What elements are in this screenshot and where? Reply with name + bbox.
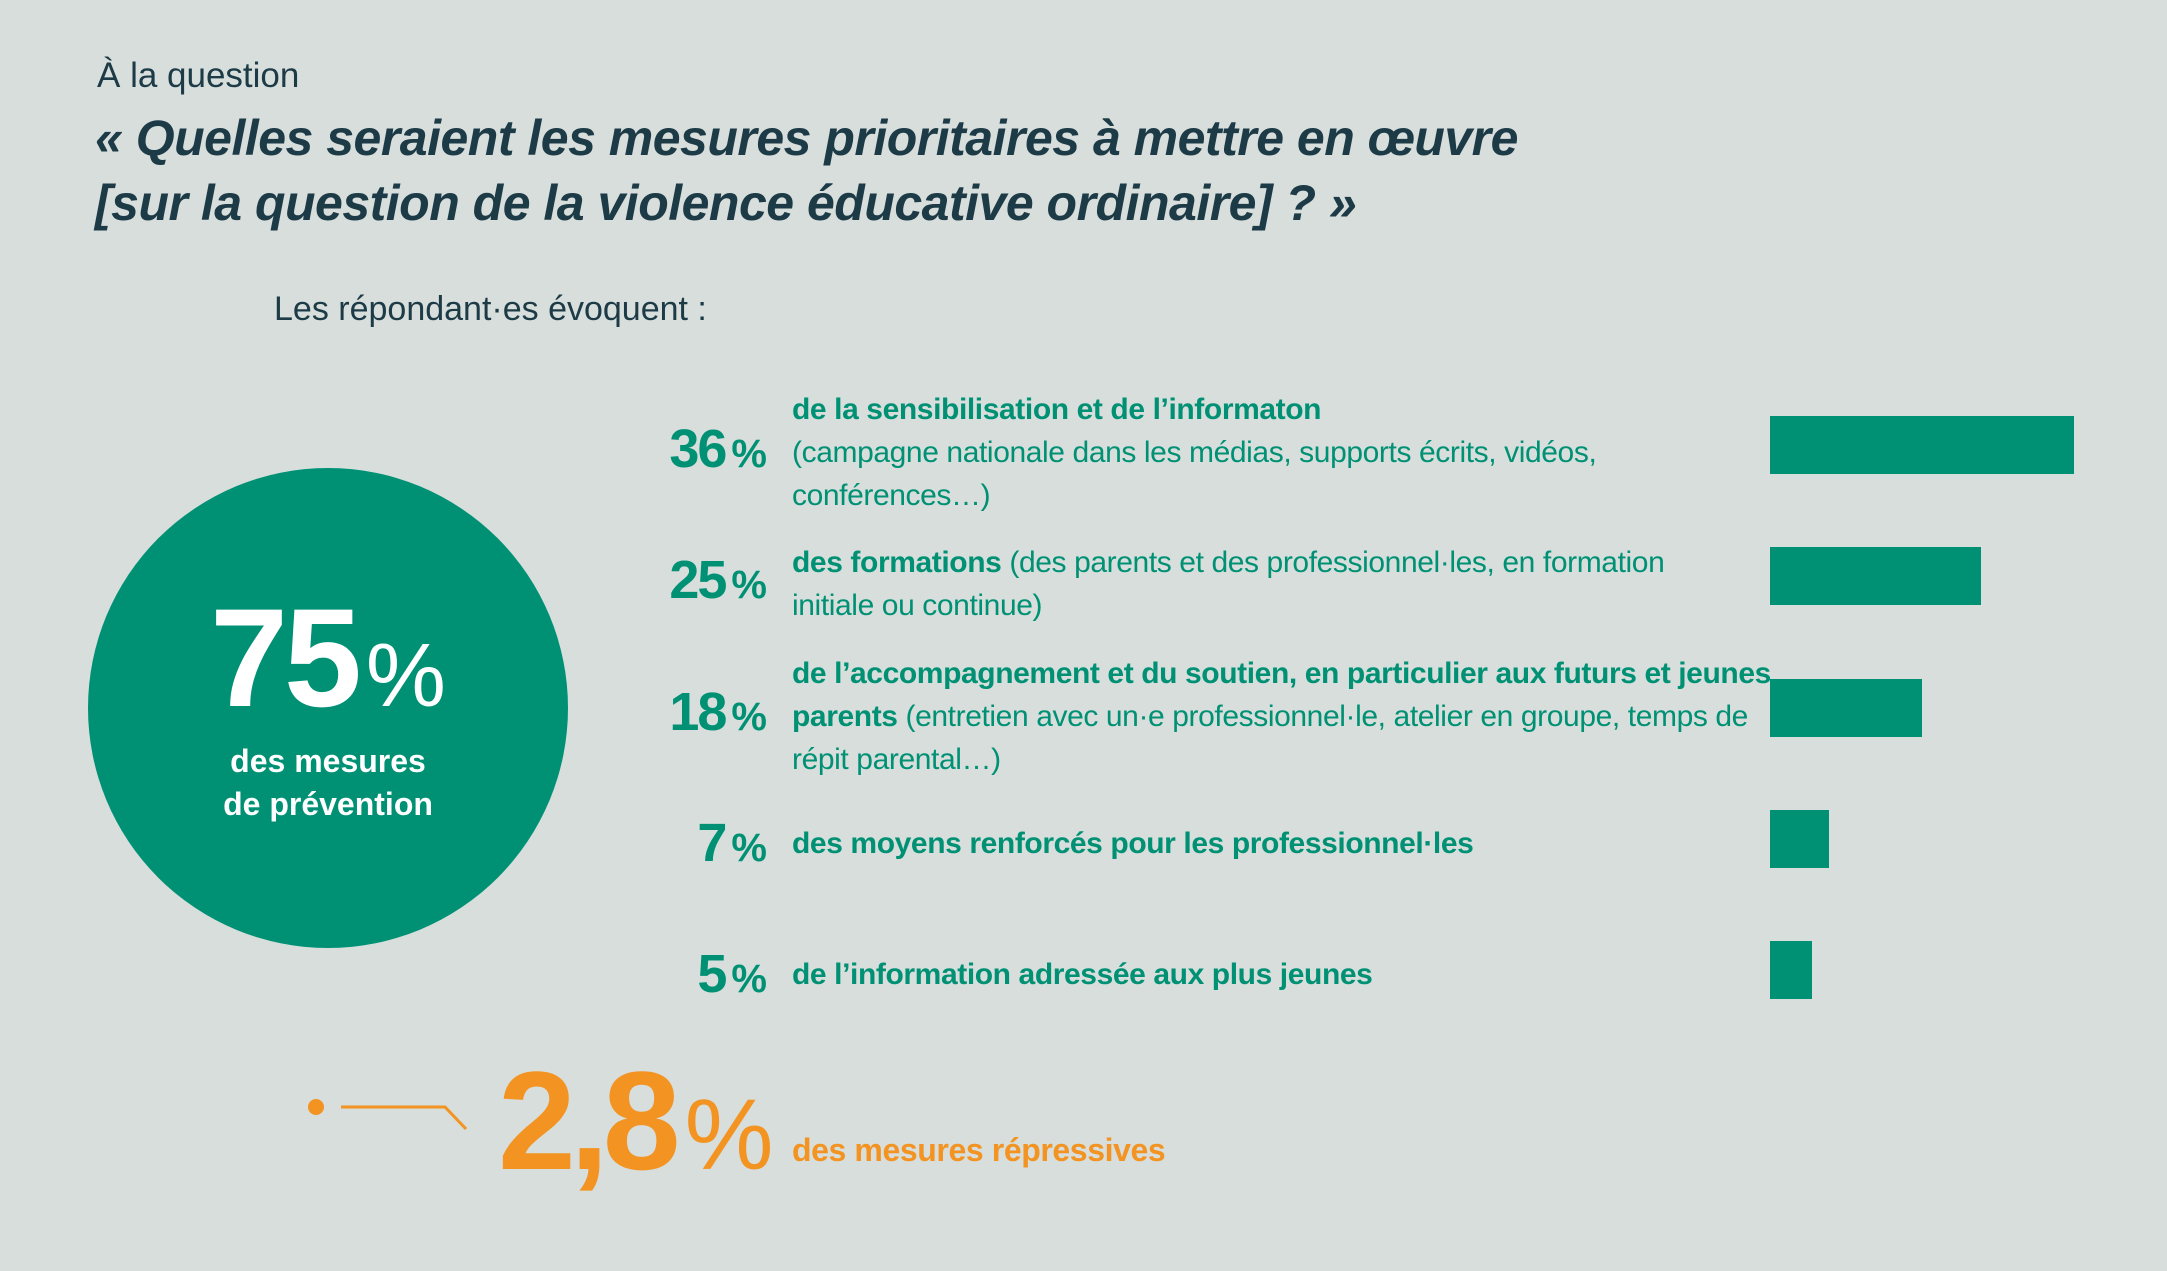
respondents-subtitle: Les répondant·es évoquent : [274, 290, 707, 328]
bar-36 [1770, 416, 2074, 474]
repressive-number: 2,8 [498, 1042, 681, 1199]
percent-unit: % [731, 826, 767, 870]
percent-label: 5% [607, 943, 767, 1005]
measure-title: des formations [792, 546, 1002, 579]
bar-5 [1770, 941, 1813, 999]
prevention-number: 75 [210, 579, 362, 736]
prevention-label-2: de prévention [223, 786, 433, 822]
repressive-unit: % [684, 1079, 774, 1191]
measure-detail: (entretien avec un·e professionnel·le, a… [792, 700, 1748, 776]
connector-path [341, 1105, 468, 1131]
measure-text: de l’information adressée aux plus jeune… [792, 953, 1752, 996]
percent-unit: % [731, 957, 767, 1001]
measure-detail: (campagne nationale dans les médias, sup… [792, 436, 1597, 512]
prevention-unit: % [365, 626, 446, 726]
percent-number: 5 [697, 944, 727, 1004]
bar-25 [1770, 547, 1982, 605]
percent-label: 25% [607, 549, 767, 611]
question-title: « Quelles seraient les mesures prioritai… [95, 106, 1518, 236]
measure-title: des moyens renforcés pour les profession… [792, 827, 1474, 860]
measure-text: des moyens renforcés pour les profession… [792, 822, 1752, 865]
percent-number: 25 [669, 550, 727, 610]
measure-text: de l’accompagnement et du soutien, en pa… [792, 652, 1782, 781]
title-line-2: [sur la question de la violence éducativ… [95, 175, 1357, 231]
title-line-1: « Quelles seraient les mesures prioritai… [95, 110, 1518, 166]
measure-text: des formations (des parents et des profe… [792, 541, 1752, 627]
prevention-label-1: des mesures [230, 743, 426, 779]
percent-unit: % [731, 563, 767, 607]
bar-7 [1770, 810, 1830, 868]
measure-detail: (des parents et des professionnel·les, e… [792, 546, 1665, 622]
percent-unit: % [731, 695, 767, 739]
intro-text: À la question [97, 56, 300, 95]
percent-label: 7% [607, 812, 767, 874]
percent-unit: % [731, 432, 767, 476]
percent-number: 18 [669, 682, 727, 742]
percent-label: 36% [607, 418, 767, 480]
repressive-value: 2,8% [498, 1040, 774, 1202]
measure-title: de la sensibilisation et de l’informaton [792, 393, 1322, 426]
prevention-label: des mesures de prévention [88, 740, 568, 826]
percent-number: 7 [697, 813, 727, 873]
bar-18 [1770, 679, 1922, 737]
measure-title: de l’accompagnement et du soutien, en pa… [792, 657, 1771, 733]
percent-label: 18% [607, 681, 767, 743]
measure-text: de la sensibilisation et de l’informaton… [792, 388, 1752, 517]
percent-number: 36 [669, 419, 727, 479]
measure-title: de l’information adressée aux plus jeune… [792, 958, 1373, 991]
connector-line [308, 1099, 468, 1131]
connector-dot [308, 1099, 324, 1115]
prevention-circle: 75% des mesures de prévention [88, 468, 568, 948]
repressive-label: des mesures répressives [792, 1132, 1166, 1168]
prevention-value: 75% [88, 588, 568, 746]
